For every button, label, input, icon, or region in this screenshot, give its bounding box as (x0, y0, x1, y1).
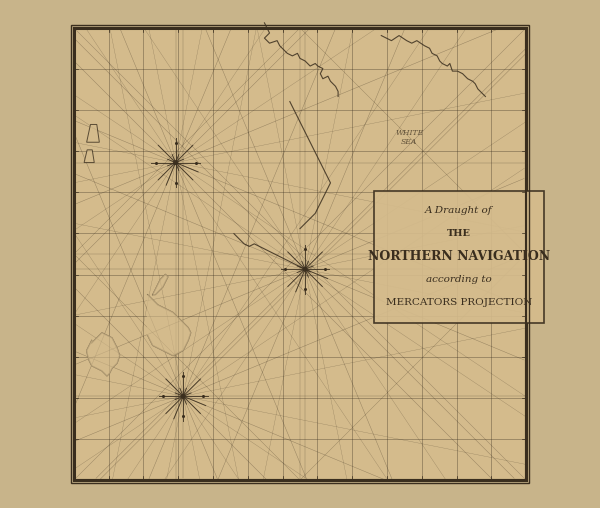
Polygon shape (84, 150, 94, 163)
Text: A Draught of: A Draught of (425, 206, 493, 215)
Text: MERCATORS PROJECTION: MERCATORS PROJECTION (386, 298, 532, 307)
Bar (74, 28, 526, 480)
Text: WHITE
SEA: WHITE SEA (395, 129, 424, 146)
Bar (71, 25, 529, 483)
Text: NORTHERN NAVIGATION: NORTHERN NAVIGATION (368, 250, 550, 263)
Polygon shape (148, 295, 191, 356)
Bar (374, 190, 544, 323)
Bar (74, 28, 526, 480)
Polygon shape (86, 124, 100, 142)
Polygon shape (152, 274, 168, 295)
Text: THE: THE (447, 229, 471, 238)
Text: according to: according to (426, 275, 491, 284)
Polygon shape (86, 333, 119, 376)
